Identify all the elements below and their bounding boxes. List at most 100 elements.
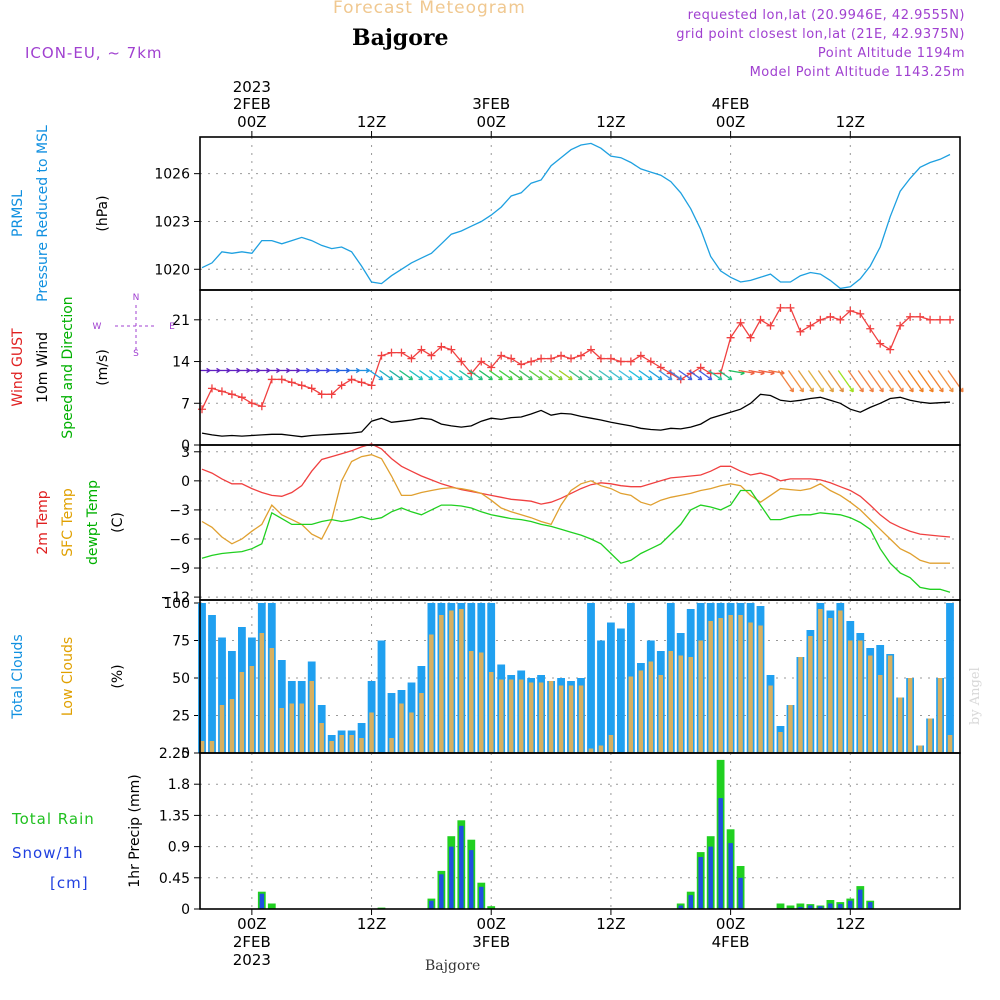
gust-marker xyxy=(636,351,645,360)
wind-barb-head xyxy=(909,387,914,393)
wind-barb-head xyxy=(488,375,493,381)
wind-barb xyxy=(937,370,954,393)
legend-line: Snow/1h xyxy=(12,844,84,862)
wind-barb-head xyxy=(548,375,553,381)
wind-barb-head xyxy=(809,387,814,393)
bar-low xyxy=(578,685,584,753)
gust-marker xyxy=(866,324,875,333)
wind-barb xyxy=(887,370,904,393)
wind-barb-head xyxy=(647,375,653,381)
wind-barb xyxy=(409,369,423,381)
gust-marker xyxy=(357,378,366,387)
time-label-hour: 00Z xyxy=(477,113,506,131)
gust-marker xyxy=(646,357,655,366)
gust-marker xyxy=(197,405,206,414)
y-axis-label: Wind GUST 10m Wind Speed and Direction (m/s… xyxy=(10,296,111,438)
gust-marker xyxy=(517,360,526,369)
gust-marker xyxy=(586,345,595,354)
gust-marker xyxy=(487,363,496,372)
wind-barb xyxy=(678,369,693,381)
wind-barb xyxy=(429,369,443,381)
bar-low xyxy=(309,681,314,753)
y-label-line: Low Clouds xyxy=(60,637,76,716)
bar-total xyxy=(387,693,396,753)
wind-barb xyxy=(668,369,683,381)
gust-marker xyxy=(387,348,396,357)
y-tick-label: 0 xyxy=(181,902,190,918)
gust-marker xyxy=(926,315,935,324)
wind-barb-head xyxy=(568,375,573,381)
wind-barb xyxy=(468,369,483,381)
bar-low xyxy=(429,634,434,753)
bar-low xyxy=(887,655,893,753)
y-tick-label: 0 xyxy=(181,438,190,454)
bar-total xyxy=(377,640,386,753)
gust-marker xyxy=(287,378,296,387)
bar-low xyxy=(798,657,803,753)
wind-barb xyxy=(628,369,643,381)
wind-barb xyxy=(748,369,765,374)
panel-grid xyxy=(200,752,960,910)
gust-marker xyxy=(427,351,436,360)
wind-barb-head xyxy=(588,375,593,381)
bar-snow xyxy=(868,902,873,909)
bar-low xyxy=(947,735,953,753)
bar-total xyxy=(208,615,216,753)
y-tick-label: −9 xyxy=(169,561,190,577)
wind-barb xyxy=(877,370,894,393)
gust-marker xyxy=(756,315,765,324)
y-label-line: Total Clouds xyxy=(10,634,26,719)
bar-low xyxy=(449,610,454,753)
bar-low xyxy=(668,651,673,753)
wind-barb-head xyxy=(256,367,261,374)
wind-barb xyxy=(867,370,884,393)
wind-barb xyxy=(518,369,533,381)
panel-clouds: 0 25 50 75 100 Total Clouds Low Clouds (%) xyxy=(10,596,961,762)
wind-barb-head xyxy=(216,367,221,374)
panel-grid xyxy=(200,445,960,600)
y-tick-label: 25 xyxy=(172,709,190,725)
bar-low xyxy=(479,652,484,753)
wind-barb-head xyxy=(276,367,281,374)
wind-barb-head xyxy=(598,375,603,381)
compass-w: W xyxy=(93,322,102,332)
bar-total xyxy=(487,906,496,909)
wind-barb xyxy=(708,369,723,381)
wind-barb-head xyxy=(558,375,563,381)
footer-location: Bajgore xyxy=(425,958,481,974)
bar-low xyxy=(688,657,693,753)
wind-barb xyxy=(688,369,703,381)
wind-barb-head xyxy=(315,367,321,374)
bar-snow xyxy=(459,825,464,909)
y-label-line: 2m Temp xyxy=(35,490,51,554)
gust-marker xyxy=(497,351,506,360)
gust-marker xyxy=(347,375,356,384)
gust-marker xyxy=(337,381,346,390)
gust-marker xyxy=(876,339,885,348)
wind-barb-head xyxy=(829,387,834,393)
gust-marker xyxy=(507,354,516,363)
bar-low xyxy=(439,615,444,753)
bar-low xyxy=(917,745,923,753)
wind-barb xyxy=(797,370,814,393)
panel-grid xyxy=(200,290,960,446)
compass-s: S xyxy=(133,349,139,359)
bar-low xyxy=(608,735,614,753)
series-line-gust xyxy=(201,307,950,410)
wind-barb xyxy=(927,370,944,393)
bar-low xyxy=(698,640,703,753)
wind-barb-head xyxy=(707,375,713,381)
gust-marker xyxy=(247,399,256,408)
gust-marker xyxy=(746,333,755,342)
bar-low xyxy=(778,732,783,753)
wind-barb xyxy=(608,369,623,381)
y-tick-label: 1.8 xyxy=(168,777,190,793)
bar-snow xyxy=(449,846,454,909)
gust-marker xyxy=(267,375,276,384)
wind-barb-head xyxy=(398,375,404,381)
gust-marker xyxy=(726,333,735,342)
gust-marker xyxy=(786,303,795,312)
bar-low xyxy=(788,705,793,753)
gust-marker xyxy=(567,354,576,363)
